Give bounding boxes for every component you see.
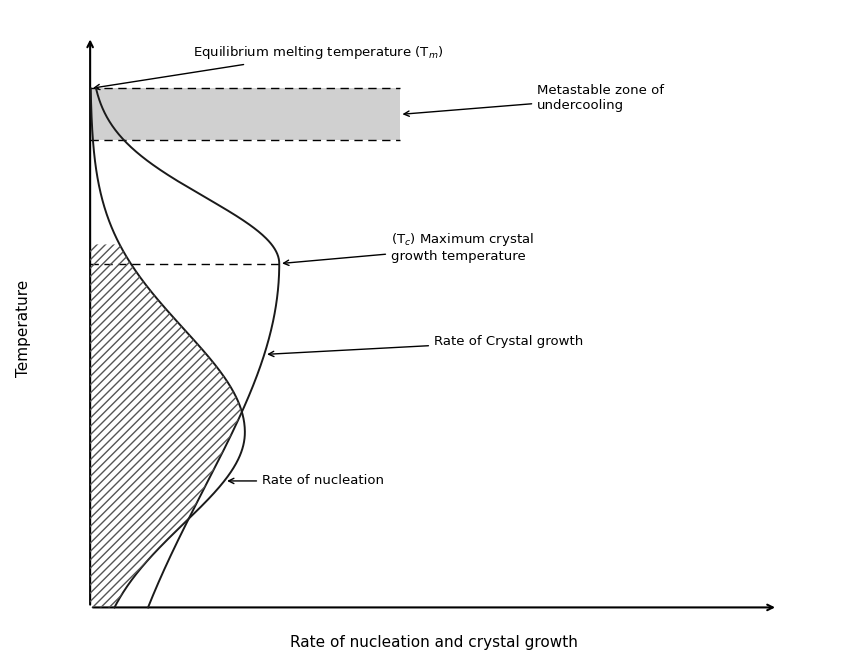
Text: (T$_c$) Maximum crystal
growth temperature: (T$_c$) Maximum crystal growth temperatu… [284,231,534,265]
Text: Rate of nucleation: Rate of nucleation [228,474,384,487]
Text: Temperature: Temperature [16,280,30,377]
Text: Metastable zone of
undercooling: Metastable zone of undercooling [404,84,664,116]
Text: Rate of Crystal growth: Rate of Crystal growth [268,335,583,357]
Text: Rate of nucleation and crystal growth: Rate of nucleation and crystal growth [290,635,578,650]
Text: Equilibrium melting temperature (T$_m$): Equilibrium melting temperature (T$_m$) [95,44,444,89]
Bar [90,89,399,141]
